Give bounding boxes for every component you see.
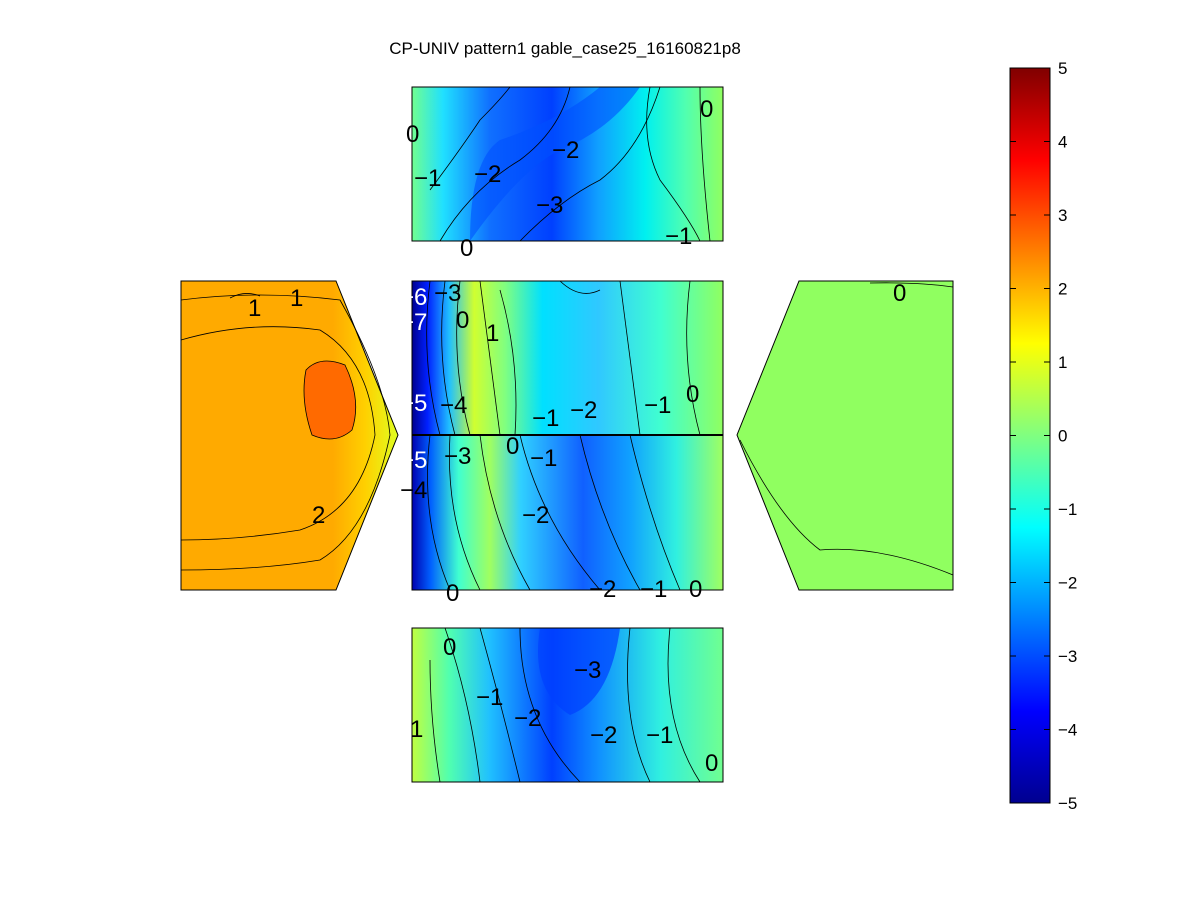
- contour-label: −2: [589, 576, 616, 603]
- contour-label: −7: [400, 309, 427, 336]
- contour-label: −2: [514, 705, 541, 732]
- colorbar-tick-label: −2: [1058, 574, 1077, 593]
- contour-labels: 0−1 −2−2−30−101 12−6 −3−7 0 1−5 −4 −1 −2 −1 00 −1−5…: [248, 96, 906, 777]
- contour-label: −2: [522, 502, 549, 529]
- contour-label: 0: [456, 307, 469, 334]
- contour-label: 0: [443, 634, 456, 661]
- contour-label: −5: [400, 390, 427, 417]
- contour-label: −1: [476, 684, 503, 711]
- contour-label: −1: [665, 223, 692, 250]
- panel-right-gable: [736, 280, 954, 591]
- contour-label: −1: [414, 165, 441, 192]
- contour-label: −2: [570, 397, 597, 424]
- colorbar-tick-label: 4: [1058, 133, 1067, 152]
- contour-label: −3: [434, 280, 461, 307]
- contour-label: −1: [640, 576, 667, 603]
- contour-label: −4: [440, 392, 467, 419]
- contour-label: 0: [705, 750, 718, 777]
- panel-top-wall: [411, 86, 724, 242]
- contour-label: −1: [646, 722, 673, 749]
- contour-label: −3: [444, 443, 471, 470]
- contour-label: −2: [590, 722, 617, 749]
- panel-roof: [411, 280, 724, 591]
- contour-label: 1: [248, 295, 261, 322]
- contour-label: −1: [644, 392, 671, 419]
- panel-bottom-wall: [411, 627, 724, 783]
- contour-label: −1: [530, 445, 557, 472]
- contour-label: 1: [290, 285, 303, 312]
- contour-label: 0: [689, 576, 702, 603]
- colorbar-tick-label: 2: [1058, 280, 1067, 299]
- contour-label: 2: [312, 502, 325, 529]
- contour-label: −6: [400, 284, 427, 311]
- contour-label: 0: [406, 121, 419, 148]
- contour-label: −2: [474, 161, 501, 188]
- contour-label: 0: [686, 381, 699, 408]
- contour-label: 0: [446, 580, 459, 607]
- contour-label: −3: [536, 192, 563, 219]
- contour-label: 0: [460, 235, 473, 262]
- contour-label: 1: [410, 716, 423, 743]
- contour-label: −4: [400, 477, 427, 504]
- contour-label: 0: [893, 280, 906, 307]
- contour-label: 0: [506, 433, 519, 460]
- colorbar-tick-label: −5: [1058, 794, 1077, 813]
- contour-label: −3: [574, 657, 601, 684]
- contour-label: 0: [700, 96, 713, 123]
- colorbar-tick-label: −1: [1058, 500, 1077, 519]
- colorbar-tick-label: −4: [1058, 721, 1077, 740]
- colorbar-tick-label: −3: [1058, 647, 1077, 666]
- colorbar-tick-label: 3: [1058, 206, 1067, 225]
- colorbar-tick-label: 1: [1058, 353, 1067, 372]
- contour-label: 1: [486, 320, 499, 347]
- contour-label: −5: [400, 447, 427, 474]
- panel-left-gable: [180, 280, 399, 591]
- colorbar: 5 4 3 2 1 0 −1 −2 −3 −4 −5: [1009, 59, 1077, 813]
- chart-title: CP-UNIV pattern1 gable_case25_16160821p8: [389, 39, 741, 58]
- contour-label: −1: [532, 405, 559, 432]
- colorbar-tick-label: 0: [1058, 427, 1067, 446]
- contour-label: −2: [552, 137, 579, 164]
- colorbar-tick-label: 5: [1058, 59, 1067, 78]
